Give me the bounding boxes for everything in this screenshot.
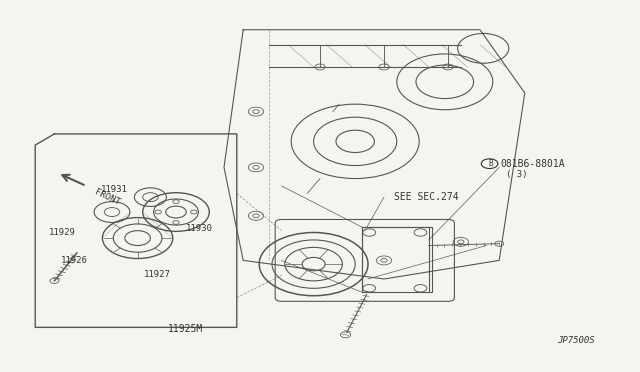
- Text: 11929: 11929: [49, 228, 76, 237]
- Text: 11927: 11927: [143, 270, 170, 279]
- Text: JP7500S: JP7500S: [557, 336, 595, 345]
- Text: 081B6-8801A: 081B6-8801A: [500, 159, 565, 169]
- Text: ( 3): ( 3): [506, 170, 527, 179]
- Text: FRONT: FRONT: [93, 188, 121, 207]
- Bar: [362, 227, 432, 292]
- Text: B: B: [488, 159, 493, 168]
- Text: SEE SEC.274: SEE SEC.274: [394, 192, 458, 202]
- Text: 11931: 11931: [101, 185, 128, 194]
- Text: 11926: 11926: [61, 256, 88, 265]
- Text: 11925M: 11925M: [168, 324, 204, 334]
- Text: 11930: 11930: [186, 224, 212, 233]
